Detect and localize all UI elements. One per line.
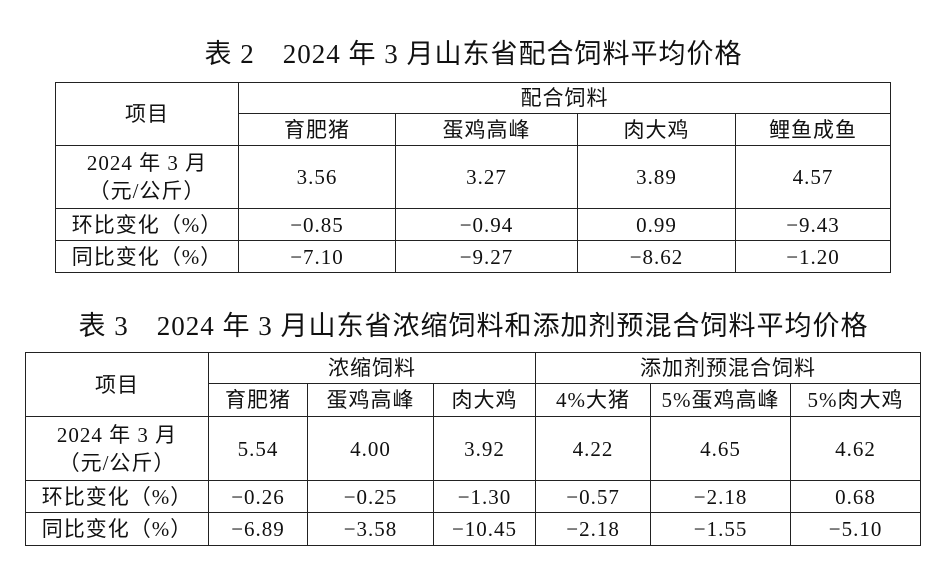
label-line: 2024 年 3 月 <box>56 422 178 447</box>
table: 项目 浓缩饲料 添加剂预混合饲料 育肥猪 蛋鸡高峰 肉大鸡 4%大猪 5%蛋鸡高峰 5%肉大鸡 2… <box>25 352 922 546</box>
table-title: 表 3 2024 年 3 月山东省浓缩饲料和添加剂预混合饲料平均价格 <box>78 311 869 341</box>
row-label: 同比变化（%） <box>25 512 209 546</box>
value-cell: −1.20 <box>735 240 891 273</box>
row-label: 环比变化（%） <box>55 208 239 241</box>
value-cell: 0.68 <box>790 480 922 513</box>
column-header: 5%肉大鸡 <box>790 383 922 417</box>
value-cell: −6.89 <box>208 512 308 546</box>
value-cell: 5.54 <box>208 416 308 481</box>
data-row: 同比变化（%） −6.89 −3.58 −10.45 −2.18 −1.55 −5.10 <box>25 512 922 546</box>
label-line: 2024 年 3 月 <box>86 151 208 175</box>
value-cell: −9.27 <box>395 240 578 273</box>
value-cell: 4.57 <box>735 145 891 209</box>
data-row: 同比变化（%） −7.10 −9.27 −8.62 −1.20 <box>55 240 891 273</box>
value-cell: 3.92 <box>432 416 537 481</box>
value-cell: −8.62 <box>577 240 736 273</box>
column-header: 育肥猪 <box>238 113 396 146</box>
data-row: 环比变化（%） −0.26 −0.25 −1.30 −0.57 −2.18 0.68 <box>25 480 922 513</box>
value-cell: −2.18 <box>535 512 652 546</box>
value-cell: 4.62 <box>790 416 922 481</box>
header-row: 项目 浓缩饲料 添加剂预混合饲料 <box>25 352 922 417</box>
label-line: （元/公斤） <box>58 450 176 475</box>
value-cell: 4.22 <box>535 416 652 481</box>
value-cell: 4.65 <box>650 416 792 481</box>
value-cell: 3.89 <box>577 145 736 209</box>
column-header: 肉大鸡 <box>432 383 537 417</box>
value-cell: −0.25 <box>307 480 434 513</box>
column-header: 鲤鱼成鱼 <box>735 113 891 146</box>
group-header: 添加剂预混合饲料 <box>535 352 922 384</box>
column-header: 肉大鸡 <box>577 113 736 146</box>
value-cell: 3.56 <box>238 145 396 209</box>
group-header: 浓缩饲料 <box>207 352 537 384</box>
value-cell: −7.10 <box>238 240 396 273</box>
value-cell: 4.00 <box>307 416 434 481</box>
group-header: 配合饲料 <box>238 82 891 114</box>
row-label: 环比变化（%） <box>25 480 209 513</box>
value-cell: −0.85 <box>238 208 396 241</box>
label-line: 同比变化（%） <box>41 517 193 541</box>
data-row: 环比变化（%） −0.85 −0.94 0.99 −9.43 <box>55 208 891 241</box>
value-cell: 0.99 <box>577 208 736 241</box>
table: 项目 配合饲料 育肥猪 蛋鸡高峰 肉大鸡 鲤鱼成鱼 2024 年 3 月 （元/公斤） 3.56… <box>55 82 891 273</box>
row-label: 同比变化（%） <box>55 240 239 273</box>
value-cell: −1.30 <box>432 480 537 513</box>
value-cell: −1.55 <box>650 512 792 546</box>
table-body: 项目 浓缩饲料 添加剂预混合饲料 育肥猪 蛋鸡高峰 肉大鸡 4%大猪 5%蛋鸡高峰 5%肉大鸡 2… <box>25 352 922 546</box>
row-label: 2024 年 3 月 （元/公斤） <box>25 416 209 481</box>
value-cell: −5.10 <box>790 512 922 546</box>
label-line: 环比变化（%） <box>41 484 193 509</box>
label-line: （元/公斤） <box>88 179 206 203</box>
value-cell: −0.57 <box>535 480 652 513</box>
column-header: 蛋鸡高峰 <box>395 113 578 146</box>
column-header: 育肥猪 <box>208 383 308 417</box>
value-cell: −10.45 <box>432 512 537 546</box>
column-header: 蛋鸡高峰 <box>307 383 434 417</box>
data-row: 2024 年 3 月 （元/公斤） 5.54 4.00 3.92 4.22 4.65 4.62 <box>25 416 922 481</box>
column-header: 5%蛋鸡高峰 <box>650 383 792 417</box>
header-row: 育肥猪 蛋鸡高峰 肉大鸡 4%大猪 5%蛋鸡高峰 5%肉大鸡 <box>26 383 922 417</box>
value-cell: −9.43 <box>735 208 891 241</box>
table-title: 表 2 2024 年 3 月山东省配合饲料平均价格 <box>204 39 743 69</box>
header-cell: 项目 <box>55 82 239 146</box>
data-row: 2024 年 3 月 （元/公斤） 3.56 3.27 3.89 4.57 <box>55 145 891 209</box>
value-cell: −0.26 <box>208 480 308 513</box>
column-header: 4%大猪 <box>535 383 652 417</box>
value-cell: −0.94 <box>395 208 578 241</box>
table-body: 项目 配合饲料 育肥猪 蛋鸡高峰 肉大鸡 鲤鱼成鱼 2024 年 3 月 （元/公斤） 3.56… <box>55 82 891 273</box>
label-line: 环比变化（%） <box>71 212 223 237</box>
value-cell: −2.18 <box>650 480 792 513</box>
value-cell: 3.27 <box>395 145 578 209</box>
row-label: 2024 年 3 月 （元/公斤） <box>55 145 239 209</box>
header-cell: 项目 <box>25 352 209 417</box>
header-row: 项目 配合饲料 <box>55 82 891 146</box>
label-line: 同比变化（%） <box>71 244 223 269</box>
value-cell: −3.58 <box>307 512 434 546</box>
